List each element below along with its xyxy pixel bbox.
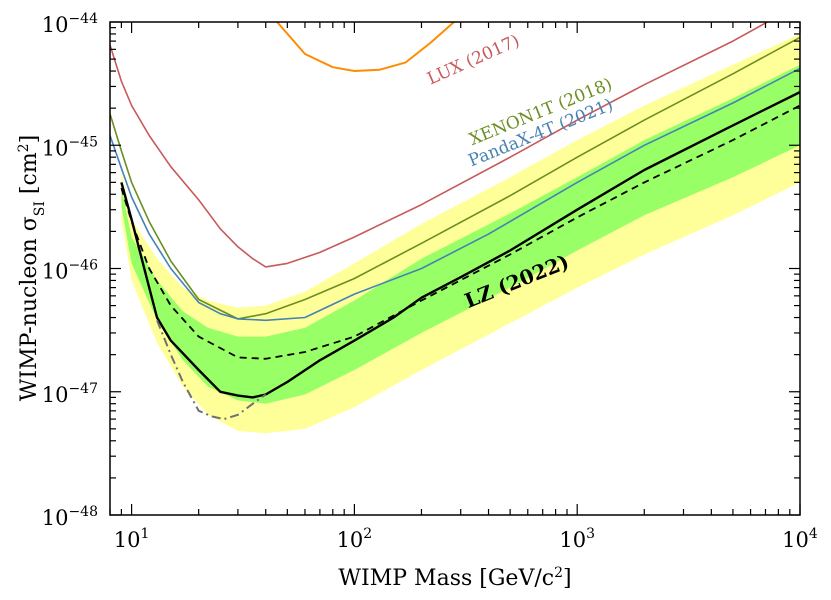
x-tick-label: 103 (559, 526, 595, 552)
ticks-layer: 101 102 103 104 10−48 10−47 10−46 10−45 10−44 (42, 11, 818, 552)
1-sensitivity-band-band (121, 64, 800, 404)
lz-2022-low-mass-extension-line (156, 319, 267, 421)
bands-layer (121, 33, 800, 434)
deap-3600-2019-line (276, 22, 455, 72)
series-layer (110, 22, 800, 421)
y-axis-label: WIMP-nucleon σSI [cm2] (16, 135, 48, 401)
x-tick-label: 101 (114, 526, 150, 552)
y-tick-label: 10−44 (42, 11, 98, 37)
xenon1t-2018-line (110, 36, 800, 320)
x-axis-label: WIMP Mass [GeV/c2] (338, 565, 571, 591)
pandax-4t-2021-line (110, 67, 800, 322)
lux-2017-line (110, 22, 770, 268)
y-tick-label: 10−47 (42, 381, 98, 407)
lz-2022-median-sensitivity-line (120, 104, 800, 360)
x-tick-label: 102 (337, 526, 373, 552)
x-tick-label: 104 (782, 526, 818, 552)
plot-frame (109, 21, 801, 516)
lz-2022-line (120, 91, 800, 399)
y-tick-label: 10−48 (42, 504, 98, 530)
y-tick-label: 10−45 (42, 134, 98, 160)
y-tick-label: 10−46 (42, 258, 98, 284)
